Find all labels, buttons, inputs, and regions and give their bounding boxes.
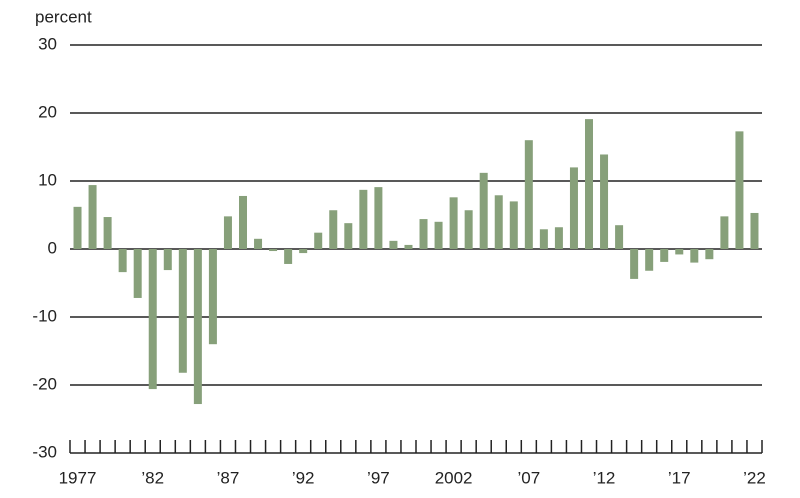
x-tick-label: ’97 [367,468,390,487]
bar [359,189,368,249]
x-tick-label: 1977 [59,468,97,487]
bar [239,195,247,249]
bar [554,227,563,249]
bar [88,185,97,249]
bar [494,195,503,249]
bar [178,249,187,373]
bar [675,249,684,255]
bar [254,238,263,249]
bar [524,140,533,249]
bar [449,197,458,249]
y-tick-label: 20 [38,102,57,121]
bar [705,249,714,260]
x-tick-label: ’07 [517,468,540,487]
bar [389,240,398,249]
y-axis-label: percent [35,7,92,26]
bar [344,223,353,249]
y-tick-label: 0 [48,238,57,257]
x-tick-label: ’12 [593,468,616,487]
bar [585,119,593,250]
bar [269,249,278,252]
bar [404,244,413,249]
bar [690,249,699,263]
bar [479,172,488,249]
bar [118,249,127,273]
bar [645,249,654,271]
bar [720,216,729,249]
y-tick-label: -30 [32,442,57,461]
bar [208,249,217,345]
bar [660,249,669,262]
bar [750,212,759,249]
bar [569,167,578,249]
bar [223,216,232,249]
x-tick-label: ’87 [217,468,240,487]
x-tick-label: ’22 [743,468,766,487]
bar [329,210,338,249]
bar [615,225,624,249]
bar [464,210,473,249]
y-tick-label: -20 [32,374,57,393]
x-tick-label: 2002 [435,468,473,487]
bar [133,249,142,298]
x-tick-label: ’17 [668,468,691,487]
bar [539,229,548,249]
bar [103,217,112,249]
bar [284,249,293,264]
bar [434,221,443,249]
y-tick-label: 30 [38,34,57,53]
bar [419,219,428,249]
x-tick-label: ’92 [292,468,315,487]
bar [374,187,383,249]
bar [600,154,609,249]
y-tick-label: -10 [32,306,57,325]
x-tick-label: ’82 [141,468,164,487]
bar [163,249,172,271]
bar [314,232,323,249]
y-tick-label: 10 [38,170,57,189]
bar [630,249,639,279]
bar [509,201,518,249]
bar [735,131,744,249]
bar [148,249,157,390]
bar [73,206,82,249]
bar [299,249,308,254]
bar [193,249,202,405]
